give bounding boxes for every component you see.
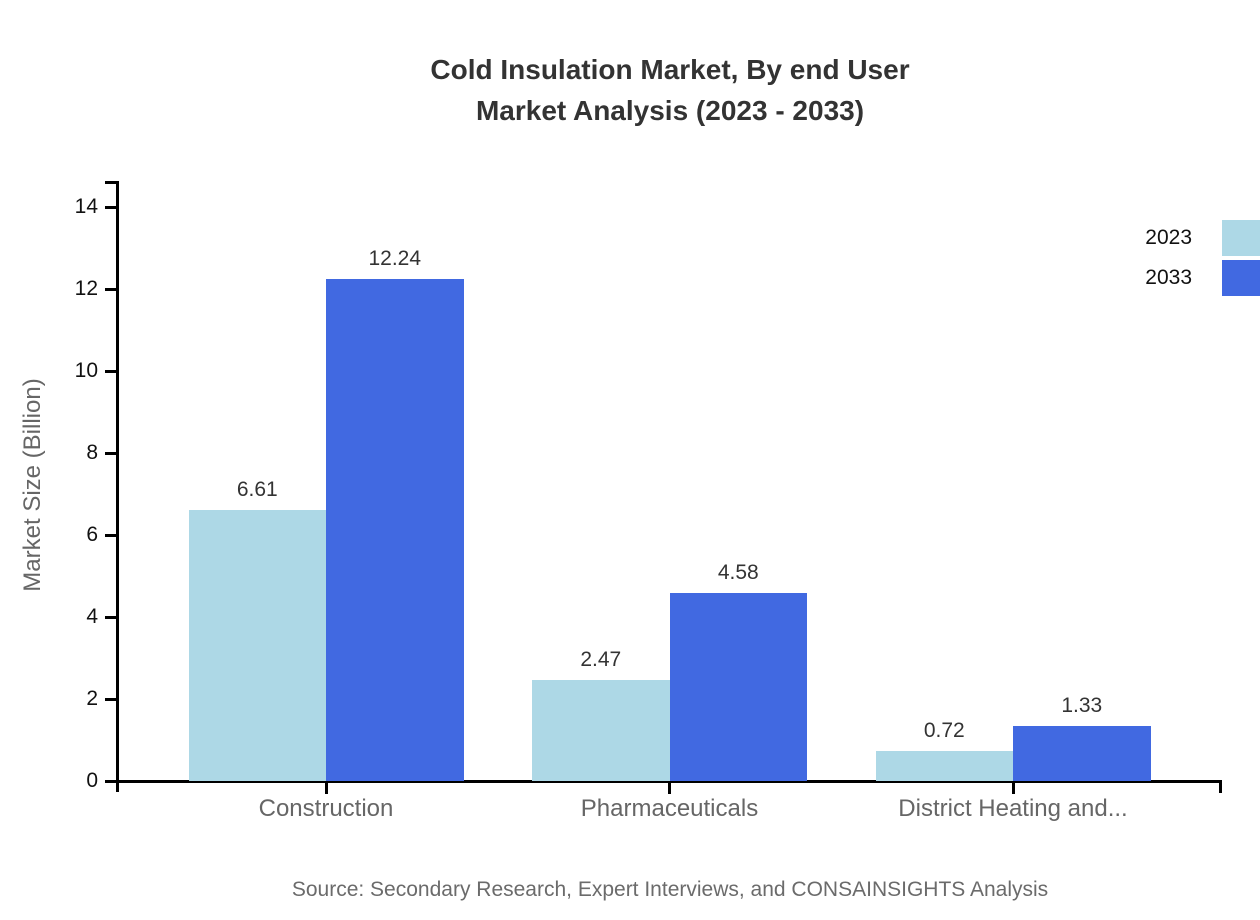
y-tick-mark [105,288,118,291]
y-tick-mark [105,206,118,209]
y-tick-mark [105,452,118,455]
bar-value-label: 1.33 [1061,694,1103,718]
y-axis-end-tick [105,181,118,184]
bar-2033-district-heating-and [1013,726,1151,781]
x-tick-mark [324,781,328,794]
y-tick-mark [105,698,118,701]
legend-label-2033: 2033 [1145,266,1192,289]
bar-value-label: 2.47 [580,647,622,671]
x-axis-end-tick [1219,780,1222,793]
bar-2023-district-heating-and [875,751,1013,781]
y-tick-label: 12 [74,277,98,300]
x-tick-mark [1011,781,1015,794]
category-label: Pharmaceuticals [580,795,759,822]
bar-2033-pharmaceuticals [669,593,807,781]
y-tick-label: 0 [86,769,98,792]
legend-swatch [1222,220,1260,256]
chart-title: Cold Insulation Market, By end User Mark… [118,49,1222,131]
legend-label-2023: 2023 [1145,226,1192,249]
bar-2023-construction [188,509,326,781]
category-label: District Heating and... [898,795,1128,822]
y-axis-title: Market Size (Billion) [19,378,46,592]
chart-title-line1: Cold Insulation Market, By end User [430,54,910,85]
y-tick-label: 10 [74,359,98,382]
y-tick-label: 8 [86,441,98,464]
y-tick-label: 6 [86,523,98,546]
bar-value-label: 4.58 [717,561,759,585]
y-tick-mark [105,534,118,537]
y-tick-label: 14 [74,195,98,218]
bar-2033-construction [326,279,464,781]
y-tick-mark [105,780,118,783]
bar-value-label: 0.72 [923,719,965,743]
source-note: Source: Secondary Research, Expert Inter… [291,878,1049,901]
category-label: Construction [258,795,394,822]
y-tick-label: 4 [86,605,98,628]
x-axis-line [107,780,1222,783]
bar-2023-pharmaceuticals [532,679,670,781]
bar-value-label: 6.61 [236,477,278,501]
y-tick-label: 2 [86,687,98,710]
y-tick-mark [105,370,118,373]
x-tick-mark [668,781,671,794]
chart-title-line2: Market Analysis (2023 - 2033) [475,95,865,126]
y-axis-line [116,181,119,792]
y-tick-mark [105,616,118,619]
bar-value-label: 12.24 [368,247,422,271]
legend-swatch [1222,260,1260,296]
